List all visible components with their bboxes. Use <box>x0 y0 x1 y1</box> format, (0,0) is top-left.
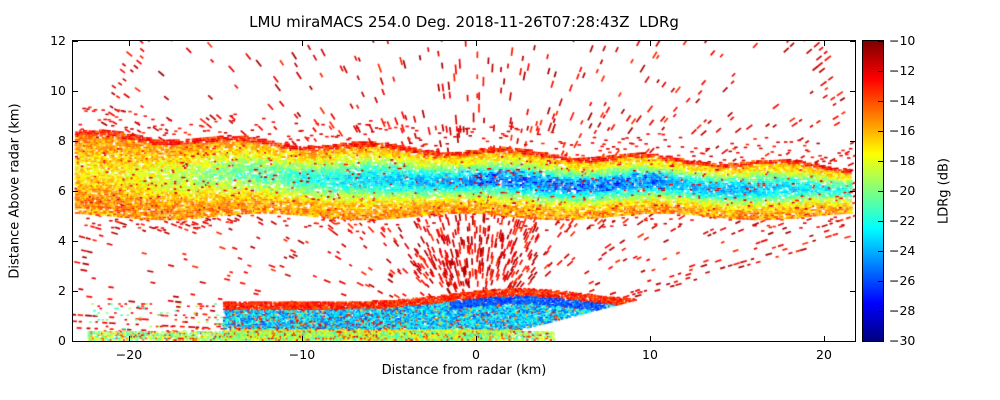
colorbar-tick-mark <box>878 71 883 72</box>
x-tick-label: −20 <box>115 347 143 362</box>
x-tick-mark-top <box>129 41 130 46</box>
rhi-heatmap-canvas <box>73 41 855 341</box>
y-tick-mark <box>73 91 78 92</box>
y-axis-label: Distance Above radar (km) <box>7 103 23 279</box>
colorbar-tick-label: −28 <box>889 303 916 318</box>
y-tick-mark <box>73 141 78 142</box>
y-tick-mark-right <box>850 191 855 192</box>
y-tick-label: 10 <box>50 83 66 98</box>
colorbar-tick-mark <box>878 41 883 42</box>
colorbar-gradient-canvas <box>863 41 883 341</box>
colorbar-tick-mark <box>878 161 883 162</box>
colorbar-tick-mark <box>878 101 883 102</box>
colorbar <box>862 40 884 342</box>
x-tick-label: 20 <box>816 347 832 362</box>
x-tick-mark <box>476 336 477 341</box>
colorbar-tick-label: −26 <box>889 273 916 288</box>
colorbar-tick-label: −18 <box>889 153 916 168</box>
colorbar-tick-mark <box>878 341 883 342</box>
x-tick-mark-top <box>302 41 303 46</box>
x-tick-mark-top <box>650 41 651 46</box>
y-tick-label: 4 <box>58 233 66 248</box>
x-tick-mark <box>129 336 130 341</box>
y-tick-label: 6 <box>58 183 66 198</box>
y-tick-mark <box>73 191 78 192</box>
colorbar-tick-mark <box>878 311 883 312</box>
colorbar-tick-label: −10 <box>889 33 916 48</box>
colorbar-tick-mark <box>878 221 883 222</box>
colorbar-tick-mark <box>878 131 883 132</box>
colorbar-tick-mark <box>878 191 883 192</box>
y-tick-label: 8 <box>58 133 66 148</box>
y-tick-mark-right <box>850 341 855 342</box>
x-tick-mark <box>824 336 825 341</box>
plot-title: LMU miraMACS 254.0 Deg. 2018-11-26T07:28… <box>249 13 679 31</box>
colorbar-tick-label: −14 <box>889 93 916 108</box>
x-tick-mark <box>302 336 303 341</box>
y-tick-label: 12 <box>50 33 66 48</box>
y-tick-mark <box>73 241 78 242</box>
y-tick-mark-right <box>850 241 855 242</box>
y-tick-mark <box>73 41 78 42</box>
colorbar-tick-mark <box>878 251 883 252</box>
y-tick-mark <box>73 291 78 292</box>
y-tick-mark-right <box>850 291 855 292</box>
colorbar-tick-label: −16 <box>889 123 916 138</box>
y-tick-mark <box>73 341 78 342</box>
x-tick-mark <box>650 336 651 341</box>
y-tick-mark-right <box>850 141 855 142</box>
y-tick-mark-right <box>850 91 855 92</box>
x-tick-label: 10 <box>642 347 658 362</box>
colorbar-tick-mark <box>878 281 883 282</box>
x-axis-label: Distance from radar (km) <box>381 363 547 378</box>
x-tick-mark-top <box>476 41 477 46</box>
x-tick-mark-top <box>824 41 825 46</box>
x-tick-label: 0 <box>472 347 480 362</box>
plot-area <box>72 40 856 342</box>
x-tick-label: −10 <box>288 347 316 362</box>
colorbar-tick-label: −12 <box>889 63 916 78</box>
colorbar-tick-label: −22 <box>889 213 916 228</box>
colorbar-tick-label: −24 <box>889 243 916 258</box>
y-tick-label: 0 <box>58 333 66 348</box>
y-tick-label: 2 <box>58 283 66 298</box>
colorbar-label: LDRg (dB) <box>936 158 952 224</box>
colorbar-tick-label: −20 <box>889 183 916 198</box>
colorbar-tick-label: −30 <box>889 333 916 348</box>
y-tick-mark-right <box>850 41 855 42</box>
